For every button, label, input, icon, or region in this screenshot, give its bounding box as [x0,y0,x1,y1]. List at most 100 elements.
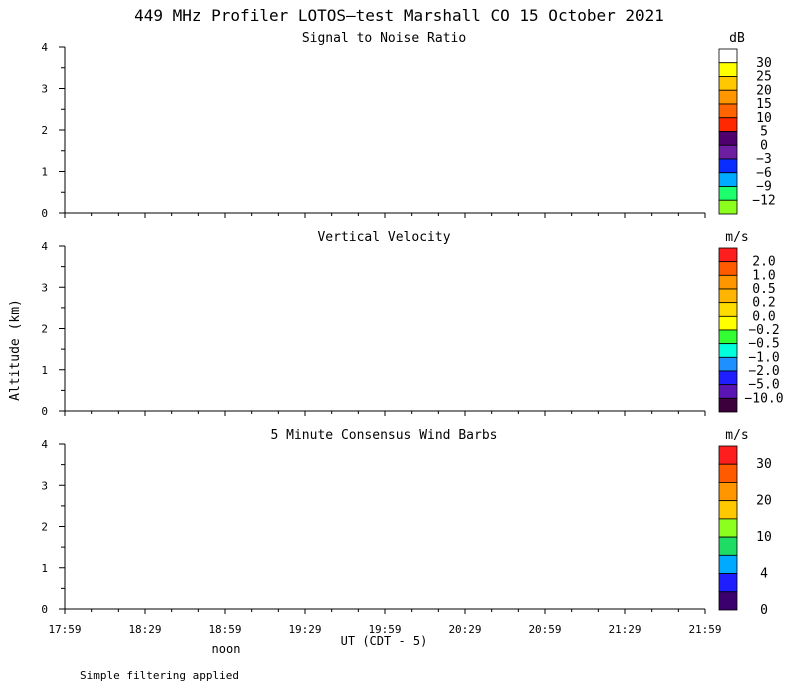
y-tick-label: 3 [41,479,48,492]
colorbar-label: 2.0 [752,255,775,270]
colorbar-label: 30 [756,457,772,472]
y-tick-label: 2 [41,521,48,534]
colorbar-label: −0.5 [748,337,779,352]
y-tick-label: 1 [41,166,48,179]
colorbar-label: −5.0 [748,378,779,393]
y-tick-label: 2 [41,323,48,336]
y-tick-label: 4 [41,438,48,451]
panel-2: Vertical Velocity 0 1 2 3 4 m/s 2.01.00.50.20.0… [41,230,783,418]
colorbar-cell [718,117,738,132]
colorbar-cell [718,288,738,304]
colorbar-cell [718,48,738,64]
colorbar-label: 1.0 [752,268,775,283]
colorbar-label: 20 [756,83,772,98]
y-tick-label: 4 [41,41,48,54]
colorbar-cell [718,329,738,345]
x-tick-label: 19:29 [288,623,321,636]
colorbar-label: −6 [756,166,772,181]
colorbar-cell [718,274,738,290]
colorbar-cell [718,76,738,91]
noon-label: noon [212,642,241,656]
colorbar-cell [718,591,738,611]
colorbar-label: 30 [756,56,772,71]
colorbar-unit: m/s [725,230,748,245]
x-tick-label: 17:59 [48,623,81,636]
y-axis-label: Altitude (km) [8,299,23,401]
y-tick-label: 0 [41,207,48,220]
colorbar-label: 10 [756,111,772,126]
y-tick-label: 2 [41,124,48,137]
colorbar-cell [718,445,738,465]
y-tick-label: 4 [41,240,48,253]
colorbar-cell [718,261,738,276]
colorbar-label: −10.0 [744,391,783,406]
panels: Signal to Noise Ratio01234dB302520151050… [41,31,783,636]
figure-title: 449 MHz Profiler LOTOS—test Marshall CO … [134,6,664,25]
colorbar-label: 0.2 [752,296,775,311]
colorbar-cell [718,186,738,201]
x-tick-label: 21:29 [608,623,641,636]
x-tick-label: 20:59 [528,623,561,636]
colorbar-label: 25 [756,70,772,85]
panel-title: 5 Minute Consensus Wind Barbs [271,428,498,443]
colorbar-unit: m/s [725,428,748,443]
y-tick-label: 1 [41,364,48,377]
colorbar-cell [718,144,738,160]
colorbar-cell [718,172,738,187]
colorbar-label: 0.5 [752,282,775,297]
colorbar-label: −2.0 [748,364,779,379]
colorbar-cell [718,536,738,556]
colorbar-cell [718,343,738,358]
colorbar-cell [718,131,738,146]
colorbar-cell [718,62,738,77]
colorbar-label: −9 [756,180,772,195]
colorbar-cell [718,315,738,331]
colorbar-label: −1.0 [748,350,779,365]
x-tick-label: 20:29 [448,623,481,636]
colorbar-cell [718,199,738,215]
x-tick-label: 18:29 [128,623,161,636]
colorbar-cell [718,500,738,520]
x-axis-label: UT (CDT - 5) [341,634,428,648]
colorbar-label: −3 [756,152,772,167]
colorbar-cell [718,302,738,317]
colorbar-cell [718,247,738,263]
colorbar-cell [718,397,738,413]
colorbar-cell [718,356,738,372]
panel-title: Signal to Noise Ratio [302,31,466,46]
colorbar-cell [718,573,738,593]
y-tick-label: 3 [41,281,48,294]
colorbar-cell [718,554,738,574]
colorbar-cell [718,158,738,174]
footer-note: Simple filtering applied [80,669,239,682]
colorbar-label: 10 [756,530,772,545]
colorbar-cell [718,370,738,386]
colorbar-cell [718,103,738,119]
colorbar-unit: dB [729,31,745,46]
colorbar-label: 0 [760,138,768,153]
panel-3: 5 Minute Consensus Wind Barbs 0 1 2 3 4 17:59 1… [41,428,771,636]
colorbar-cell [718,482,738,502]
y-tick-label: 3 [41,83,48,96]
colorbar-label: 4 [760,567,768,582]
colorbar-label: 0.0 [752,309,775,324]
y-tick-label: 0 [41,603,48,616]
colorbar-cell [718,518,738,538]
colorbar-label: −0.2 [748,323,779,338]
colorbar-cell [718,89,738,105]
panel-1: Signal to Noise Ratio01234dB302520151050… [41,31,775,220]
y-tick-label: 1 [41,562,48,575]
x-tick-label: 18:59 [208,623,241,636]
x-tick-label: 19:59 [368,623,401,636]
colorbar-label: 15 [756,97,772,112]
colorbar-label: 0 [760,603,768,618]
colorbar-cell [718,384,738,399]
colorbar-label: 5 [760,125,768,140]
colorbar-cell [718,463,738,483]
y-tick-label: 0 [41,405,48,418]
x-tick-label: 21:59 [688,623,721,636]
colorbar-label: −12 [752,193,775,208]
panel-title: Vertical Velocity [317,230,450,245]
colorbar-label: 20 [756,494,772,509]
